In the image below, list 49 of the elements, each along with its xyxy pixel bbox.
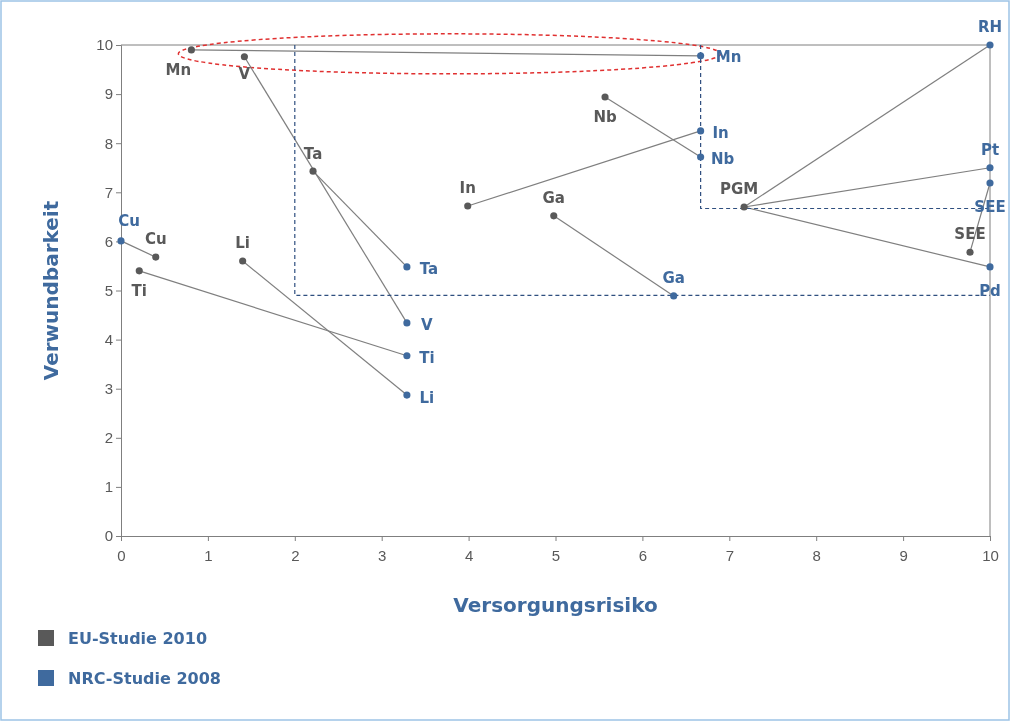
y-tick-label: 9 [104,85,113,103]
y-tick-label: 5 [104,281,113,299]
x-tick-label: 2 [291,546,300,564]
data-label: In [459,179,476,198]
x-tick-label: 6 [638,546,648,564]
data-label: V [421,315,434,334]
data-label: RH [977,18,1003,36]
x-tick-label: 0 [117,546,126,564]
data-label: Ta [303,145,323,164]
x-tick-label: 7 [725,546,734,564]
legend-label: NRC-Studie 2008 [68,669,221,688]
data-label: V [238,64,251,83]
data-label: Nb [710,149,735,168]
data-label: Ga [662,268,685,287]
data-label: Mn [165,60,192,79]
data-label: Ti [131,281,147,300]
data-label: Li [235,234,251,253]
legend-label: EU-Studie 2010 [68,629,208,648]
x-tick-label: 5 [551,546,561,564]
x-tick-label: 1 [204,546,213,564]
x-tick-label: 9 [899,546,908,564]
y-tick-label: 3 [104,380,113,397]
data-label: PGM [719,180,759,199]
data-label: In [712,123,729,142]
y-tick-label: 2 [104,429,113,447]
data-label: Ta [419,259,439,278]
y-tick-label: 6 [104,232,113,250]
data-label: SEE [974,197,1006,216]
data-label: Ga [542,188,565,207]
x-tick-label: 10 [982,546,999,564]
data-label: Mn [715,47,742,66]
data-label: Nb [593,108,617,127]
y-axis-title: Verwundbarkeit [39,200,63,381]
y-tick-label: 0 [104,527,113,545]
y-tick-label: 8 [104,134,113,152]
x-axis-title: Versorgungsrisiko [453,593,658,617]
x-tick-label: 8 [812,546,821,564]
x-tick-label: 3 [378,546,387,564]
y-tick-label: 4 [104,330,113,348]
y-tick-label: 7 [104,183,113,201]
data-label: SEE [954,225,986,244]
y-tick-label: 1 [104,478,113,496]
data-label: Pt [980,140,1000,159]
data-label: Li [419,389,435,408]
x-tick-label: 4 [464,546,474,564]
data-label: Pd [979,281,1001,300]
data-label: Cu [144,230,167,249]
y-tick-label: 10 [96,36,113,54]
data-label: Ti [419,348,435,367]
